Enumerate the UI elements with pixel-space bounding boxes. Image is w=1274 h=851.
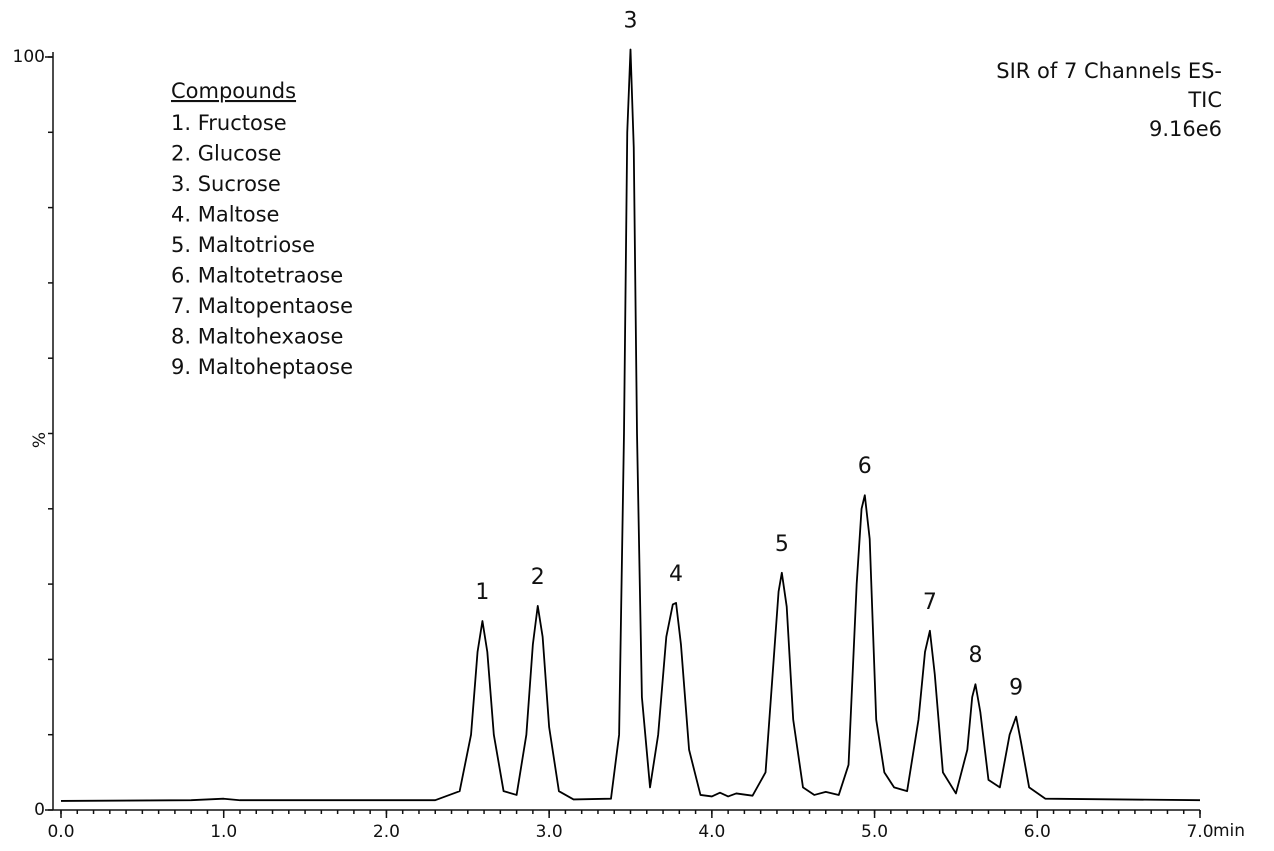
legend-item: 9. Maltoheptaose (171, 355, 353, 379)
legend-item: 2. Glucose (171, 142, 281, 166)
peak-label: 3 (624, 8, 638, 33)
trace (60, 48, 1201, 802)
legend-item: 3. Sucrose (171, 172, 281, 196)
legend-item: 4. Maltose (171, 203, 279, 227)
title-line: 9.16e6 (1149, 117, 1222, 141)
legend-item: 8. Maltohexaose (171, 325, 343, 349)
peak-label: 2 (531, 565, 545, 590)
x-axis-label: min (1213, 821, 1245, 841)
legend-title: Compounds (171, 79, 296, 103)
x-tick-label: 4.0 (698, 822, 725, 842)
peak-label: 9 (1009, 676, 1023, 701)
legend-item: 7. Maltopentaose (171, 294, 353, 318)
x-tick-label: 1.0 (210, 822, 237, 842)
legend-item: 1. Fructose (171, 111, 287, 135)
y-tick-label: 0 (34, 800, 45, 820)
title-line: TIC (1187, 88, 1222, 112)
peak-label: 1 (475, 580, 489, 605)
x-tick-label: 7.0 (1186, 822, 1213, 842)
y-axis-label: % (30, 432, 50, 448)
y-tick-label: 100 (13, 47, 45, 67)
peak-label: 7 (923, 590, 937, 615)
legend-item: 6. Maltotetraose (171, 264, 343, 288)
x-tick-label: 6.0 (1024, 822, 1051, 842)
peak-label: 5 (775, 532, 789, 557)
x-tick-label: 5.0 (861, 822, 888, 842)
x-tick-label: 3.0 (536, 822, 563, 842)
peak-label: 4 (669, 562, 683, 587)
x-tick-label: 0.0 (47, 822, 74, 842)
peak-label: 6 (858, 454, 872, 479)
title-line: SIR of 7 Channels ES- (996, 59, 1222, 83)
x-tick-label: 2.0 (373, 822, 400, 842)
peak-label: 8 (968, 643, 982, 668)
legend-item: 5. Maltotriose (171, 233, 315, 257)
